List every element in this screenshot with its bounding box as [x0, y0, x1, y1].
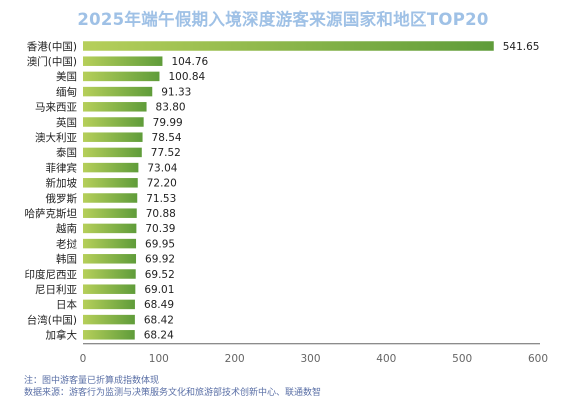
- value-label: 73.04: [147, 162, 177, 174]
- category-label: 澳大利亚: [35, 131, 77, 144]
- category-label: 韩国: [56, 253, 77, 266]
- bars-group: [83, 41, 494, 340]
- category-label: 香港(中国): [27, 40, 77, 53]
- category-label: 俄罗斯: [46, 192, 78, 205]
- value-label: 72.20: [147, 178, 177, 190]
- bar-16: [83, 269, 136, 279]
- bar-11: [83, 193, 138, 203]
- value-label: 69.52: [145, 269, 175, 281]
- bar-13: [83, 223, 137, 234]
- value-labels: 541.65 104.76 100.84 91.33 83.80 79.99 78.54 77…: [144, 41, 540, 342]
- category-label: 泰国: [56, 146, 77, 159]
- category-label: 日本: [56, 298, 77, 311]
- bar-5: [83, 102, 147, 112]
- category-label: 澳门(中国): [27, 55, 77, 68]
- x-tick-label: 500: [452, 353, 472, 365]
- bar-19: [83, 314, 135, 325]
- category-label: 哈萨克斯坦: [25, 207, 78, 220]
- bar-12: [83, 208, 137, 218]
- x-tick-label: 300: [300, 353, 320, 365]
- bar-20: [83, 330, 135, 340]
- value-label: 70.88: [146, 208, 176, 220]
- value-label: 104.76: [171, 56, 208, 68]
- bar-18: [83, 299, 135, 310]
- bar-14: [83, 238, 137, 249]
- category-label: 加拿大: [46, 329, 78, 342]
- x-tick-label: 100: [149, 353, 169, 365]
- category-label: 美国: [56, 70, 77, 83]
- value-label: 69.92: [145, 254, 175, 266]
- bar-4: [83, 86, 153, 97]
- category-label: 尼日利亚: [35, 284, 77, 296]
- bar-chart: 香港(中国) 澳门(中国) 美国缅甸马来西亚英国澳大利亚泰国菲律宾新加坡俄罗斯哈萨克…: [25, 40, 549, 365]
- value-label: 77.52: [151, 147, 181, 159]
- value-label: 541.65: [503, 41, 540, 53]
- value-label: 68.24: [144, 330, 174, 342]
- category-label: 印度尼西亚: [25, 268, 78, 281]
- value-label: 69.01: [144, 284, 174, 296]
- footnote: 注：图中游客量已折算成指数体现: [24, 376, 160, 386]
- category-label: 老挝: [56, 237, 77, 250]
- bar-17: [83, 284, 136, 294]
- x-tick-label: 200: [225, 353, 245, 365]
- value-label: 69.95: [145, 238, 175, 250]
- category-label: 马来西亚: [35, 102, 77, 114]
- category-label: 英国: [56, 116, 77, 129]
- value-label: 71.53: [146, 193, 176, 205]
- value-label: 79.99: [153, 117, 183, 129]
- category-labels: 香港(中国) 澳门(中国) 美国缅甸马来西亚英国澳大利亚泰国菲律宾新加坡俄罗斯哈萨克…: [25, 40, 78, 342]
- x-tick-label: 400: [376, 353, 396, 365]
- bar-10: [83, 178, 138, 188]
- x-tick-label: 600: [528, 353, 548, 365]
- chart-title: 2025年端午假期入境深度游客来源国家和地区TOP20: [77, 10, 489, 29]
- value-label: 91.33: [161, 86, 191, 98]
- category-label: 缅甸: [56, 85, 77, 98]
- value-label: 68.49: [144, 299, 174, 311]
- value-label: 68.42: [144, 314, 174, 326]
- bar-8: [83, 147, 142, 158]
- category-label: 越南: [56, 222, 77, 235]
- bar-9: [83, 162, 139, 173]
- bar-7: [83, 132, 143, 142]
- data-source: 数据来源：游客行为监测与决策服务文化和旅游部技术创新中心、联通数智: [24, 388, 322, 398]
- bar-2: [83, 56, 163, 66]
- value-label: 100.84: [168, 71, 205, 83]
- category-label: 新加坡: [46, 177, 78, 190]
- bar-1: [83, 41, 494, 51]
- bar-6: [83, 117, 144, 127]
- category-label: 菲律宾: [46, 161, 78, 174]
- value-label: 78.54: [152, 132, 182, 144]
- value-label: 70.39: [145, 223, 175, 235]
- value-label: 83.80: [156, 102, 186, 114]
- x-tick-label: 0: [80, 353, 87, 365]
- bar-15: [83, 254, 137, 264]
- x-axis-ticks: 0 100 200 300 400 500 600: [80, 353, 548, 365]
- bar-3: [83, 71, 160, 82]
- category-label: 台湾(中国): [27, 313, 77, 326]
